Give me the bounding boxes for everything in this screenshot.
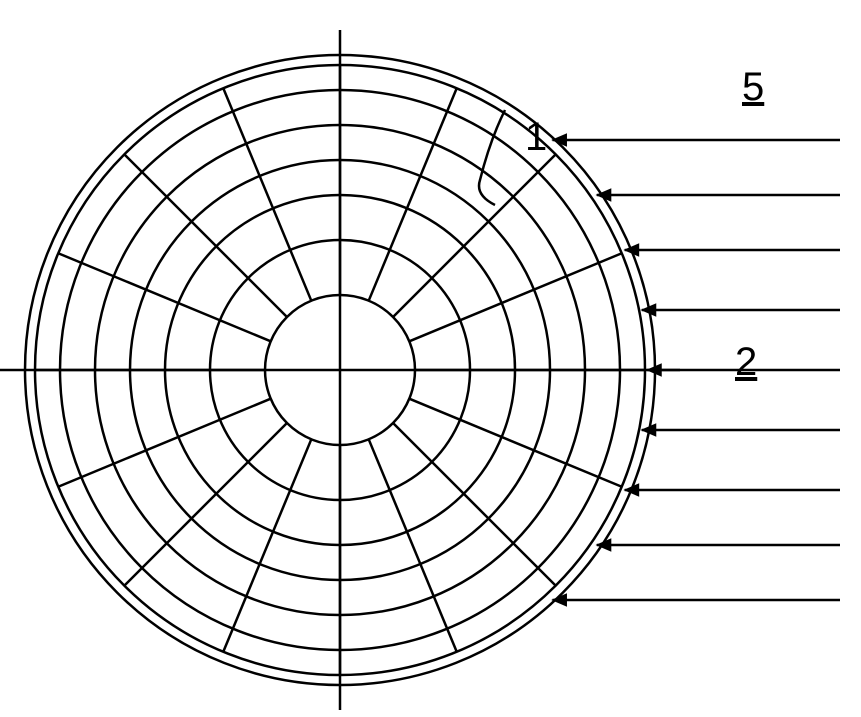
radial-line-13 bbox=[369, 88, 457, 300]
radial-line-6 bbox=[124, 423, 287, 586]
radial-line-5 bbox=[223, 439, 311, 651]
label-2: 2 bbox=[735, 340, 757, 385]
radial-line-15 bbox=[409, 253, 621, 341]
leader-curve-1 bbox=[479, 110, 505, 205]
radial-line-14 bbox=[393, 154, 556, 317]
radial-line-1 bbox=[409, 399, 621, 487]
radial-line-9 bbox=[58, 253, 270, 341]
radial-line-11 bbox=[223, 88, 311, 300]
radial-line-2 bbox=[393, 423, 556, 586]
radial-line-10 bbox=[124, 154, 287, 317]
diagram-svg bbox=[0, 0, 861, 712]
radial-line-3 bbox=[369, 439, 457, 651]
label-5: 5 bbox=[742, 65, 764, 110]
radial-line-7 bbox=[58, 399, 270, 487]
technical-diagram: 5 1 2 bbox=[0, 0, 861, 712]
label-1: 1 bbox=[525, 115, 547, 160]
